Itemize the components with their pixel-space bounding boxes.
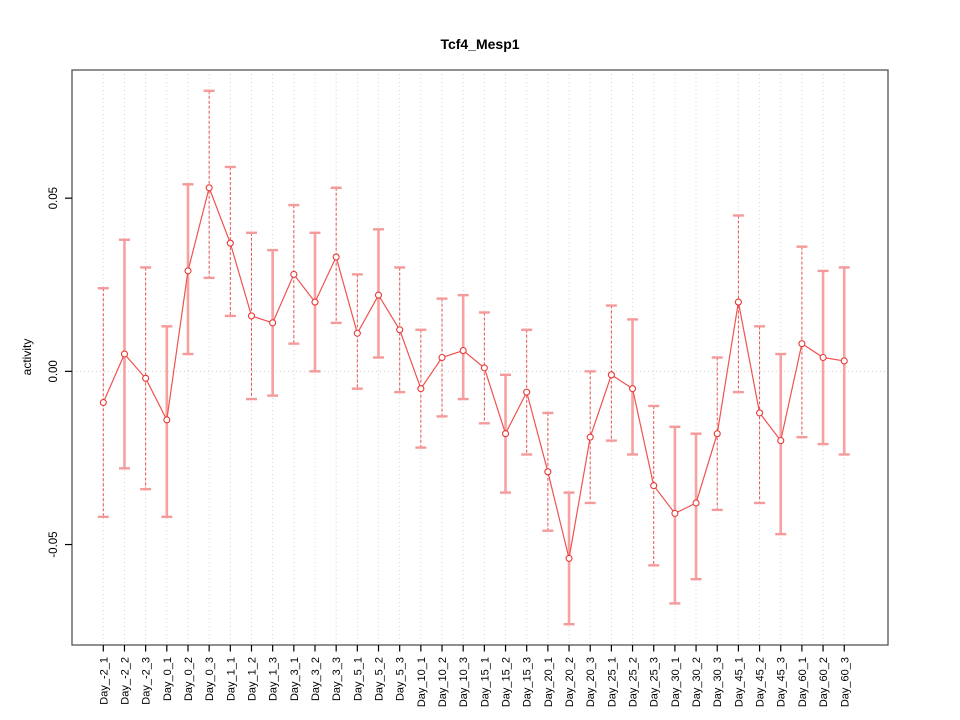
data-point-marker — [777, 437, 785, 445]
series-line — [102, 185, 845, 559]
data-point-marker — [120, 350, 129, 358]
x-tick-label: Day_20_1 — [543, 657, 555, 707]
x-tick-label: Day_20_3 — [585, 657, 597, 707]
data-point-marker — [671, 509, 679, 517]
x-tick-label: Day_5_3 — [395, 657, 407, 701]
x-tick-label: Day_1_3 — [268, 657, 280, 701]
data-point-marker — [142, 374, 150, 382]
data-point-marker — [396, 326, 404, 334]
data-points — [99, 184, 848, 562]
data-point-marker — [607, 371, 615, 379]
x-tick-label: Day_-2_3 — [141, 657, 153, 705]
data-point-marker — [353, 329, 361, 337]
x-tick-label: Day_-2_2 — [119, 657, 131, 705]
data-point-marker — [480, 364, 488, 372]
data-point-marker — [756, 409, 764, 417]
data-point-marker — [734, 298, 742, 306]
x-tick-label: Day_60_1 — [797, 657, 809, 707]
data-point-marker — [713, 430, 721, 438]
data-point-marker — [438, 353, 446, 362]
x-tick-label: Day_5_1 — [352, 657, 364, 701]
x-tick-label: Day_45_2 — [755, 657, 767, 707]
x-tick-label: Day_45_3 — [776, 657, 788, 707]
data-point-marker — [523, 388, 531, 396]
data-point-marker — [205, 184, 213, 192]
x-tick-label: Day_10_3 — [458, 657, 470, 707]
data-point-marker — [565, 554, 573, 562]
x-tick-label: Day_15_3 — [522, 657, 534, 707]
y-axis: 0.05 0.00 -0.05 — [48, 187, 72, 558]
x-tick-label: Day_-2_1 — [98, 657, 110, 705]
x-tick-label: Day_5_2 — [374, 657, 386, 701]
x-tick-label: Day_10_1 — [416, 657, 428, 707]
data-point-marker — [332, 253, 340, 261]
x-tick-label: Day_1_2 — [246, 657, 258, 701]
x-tick-label: Day_25_3 — [649, 657, 661, 707]
data-point-marker — [544, 468, 552, 476]
data-point-marker — [374, 291, 383, 299]
x-tick-label: Day_30_1 — [670, 657, 682, 707]
x-tick-label: Day_25_1 — [606, 657, 618, 707]
data-point-marker — [226, 239, 234, 247]
x-tick-label: Day_0_2 — [183, 657, 195, 701]
x-tick-label: Day_20_2 — [564, 657, 576, 707]
data-point-marker — [840, 357, 848, 365]
x-tick-label: Day_0_1 — [162, 657, 174, 701]
data-point-marker — [628, 385, 637, 393]
x-tick-label: Day_25_2 — [628, 657, 640, 707]
data-point-marker — [798, 340, 806, 348]
x-tick-label: Day_15_2 — [501, 657, 513, 707]
data-point-marker — [819, 353, 827, 362]
data-point-marker — [501, 430, 510, 438]
data-point-marker — [692, 499, 700, 507]
x-tick-label: Day_3_2 — [310, 657, 322, 701]
error-bars — [97, 89, 850, 626]
data-point-marker — [269, 319, 277, 327]
chart-title: Tcf4_Mesp1 — [440, 36, 520, 52]
x-tick-label: Day_30_3 — [712, 657, 724, 707]
data-point-marker — [586, 433, 594, 441]
y-tick-label: 0.05 — [48, 187, 60, 209]
x-axis: Day_-2_1 Day_-2_2 Day_-2_3 Day_0_1 Day_0_2 Da… — [98, 645, 851, 707]
x-tick-label: Day_0_3 — [204, 657, 216, 701]
x-tick-label: Day_30_2 — [691, 657, 703, 707]
data-point-marker — [247, 312, 256, 320]
x-tick-label: Day_15_1 — [479, 657, 491, 707]
data-point-marker — [650, 482, 658, 490]
data-point-marker — [311, 298, 319, 306]
y-tick-label: 0.00 — [48, 360, 60, 382]
data-point-marker — [184, 267, 192, 275]
x-tick-label: Day_60_3 — [839, 657, 851, 707]
x-tick-label: Day_3_1 — [289, 657, 301, 701]
data-point-marker — [459, 347, 467, 355]
x-tick-label: Day_3_3 — [331, 657, 343, 701]
x-tick-label: Day_45_1 — [733, 657, 745, 707]
y-axis-title: activity — [20, 338, 34, 376]
data-point-marker — [417, 385, 425, 393]
x-tick-label: Day_60_2 — [818, 657, 830, 707]
y-tick-label: -0.05 — [48, 531, 60, 557]
data-point-marker — [99, 398, 107, 407]
data-point-marker — [290, 270, 298, 278]
gridlines — [72, 70, 888, 645]
x-tick-label: Day_1_1 — [225, 657, 237, 701]
plot-box — [71, 69, 889, 646]
x-tick-label: Day_10_2 — [437, 657, 449, 707]
data-point-marker — [163, 416, 171, 424]
